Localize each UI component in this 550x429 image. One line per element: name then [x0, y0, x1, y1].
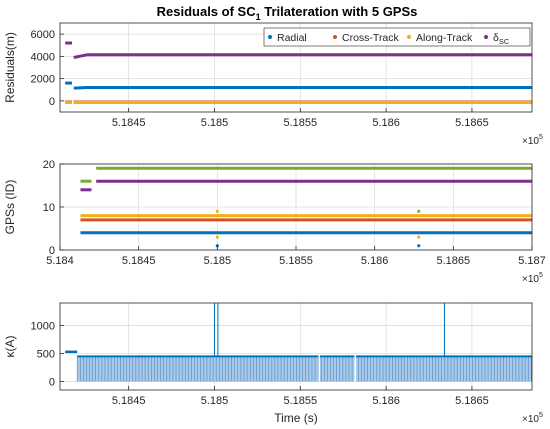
- legend-name: Radial: [277, 32, 307, 44]
- series-trace-0: [73, 86, 532, 90]
- outlier-point: [417, 244, 421, 248]
- y-tick-label: 0: [49, 377, 55, 389]
- x-exponent-power: 5: [539, 412, 543, 419]
- outlier-point: [215, 244, 219, 248]
- outlier-point: [417, 235, 421, 239]
- x-tick-label: 5.1855: [283, 117, 317, 129]
- x-tick-label: 5.185: [201, 395, 229, 407]
- y-axis-label: κ(A): [3, 336, 17, 358]
- title-subscript: 1: [256, 12, 261, 22]
- x-exponent-label: ×105: [522, 272, 543, 285]
- x-tick-label: 5.185: [204, 255, 232, 267]
- x-tick-label: 5.184: [46, 255, 74, 267]
- x-axis-label: Time (s): [274, 411, 318, 425]
- title-main: Residuals of SC: [157, 4, 257, 19]
- figure-title: Residuals of SC1 Trilateration with 5 GP…: [157, 4, 418, 22]
- gps-ids-panel: 5.184 5.1845 5.185 5.1855 5.186 5.1865 5.187 0 1…: [3, 159, 546, 285]
- x-tick-label: 5.185: [201, 117, 229, 129]
- kappa-panel: 5.1845 5.185 5.1855 5.186 5.1865 0 500 1000 ×105…: [3, 302, 543, 425]
- y-tick-label: 0: [49, 245, 55, 257]
- outlier-point: [215, 209, 219, 213]
- x-exponent-label: ×105: [522, 412, 543, 425]
- x-exponent-power: 5: [539, 134, 543, 141]
- x-exponent-power: 5: [539, 272, 543, 279]
- x-tick-label: 5.186: [361, 255, 389, 267]
- x-exponent-base: ×10: [522, 414, 539, 425]
- residuals-legend: Radial Cross-Track Along-Track δSC: [263, 27, 531, 47]
- outlier-point: [417, 209, 421, 213]
- legend-name: Along-Track: [416, 32, 473, 44]
- x-tick-label: 5.1865: [455, 395, 489, 407]
- legend-name-subscript: SC: [499, 37, 510, 46]
- x-tick-label: 5.1845: [112, 117, 146, 129]
- y-tick-label: 4000: [31, 51, 55, 63]
- y-tick-label: 500: [37, 349, 55, 361]
- x-tick-label: 5.1855: [279, 255, 313, 267]
- kappa-fill: [77, 356, 532, 382]
- y-tick-label: 10: [43, 202, 55, 214]
- legend-label-0: Radial: [277, 32, 307, 44]
- legend-name: δ: [493, 32, 499, 44]
- y-tick-label: 20: [43, 159, 55, 171]
- legend-marker-3: [484, 35, 488, 39]
- legend-marker-2: [407, 35, 411, 39]
- y-axis-label: GPSs (ID): [3, 180, 17, 235]
- x-exponent-base: ×10: [522, 274, 539, 285]
- y-tick-label: 2000: [31, 74, 55, 86]
- outlier-point: [215, 235, 219, 239]
- y-tick-label: 6000: [31, 29, 55, 41]
- title-rest: Trilateration with 5 GPSs: [261, 4, 418, 19]
- y-tick-label: 1000: [31, 320, 55, 332]
- x-tick-label: 5.186: [372, 117, 400, 129]
- legend-marker-0: [268, 35, 272, 39]
- x-tick-label: 5.187: [518, 255, 546, 267]
- axes-box: [59, 302, 533, 391]
- x-tick-label: 5.1865: [437, 255, 471, 267]
- x-exponent-base: ×10: [522, 136, 539, 147]
- legend-marker-1: [333, 35, 337, 39]
- x-exponent-label: ×105: [522, 134, 543, 147]
- x-tick-label: 5.1845: [122, 255, 156, 267]
- x-tick-label: 5.186: [372, 395, 400, 407]
- series-trace-3: [73, 53, 532, 59]
- legend-label-3: δSC: [493, 32, 510, 46]
- x-tick-label: 5.1855: [283, 395, 317, 407]
- legend-name: Cross-Track: [342, 32, 400, 44]
- legend-label-1: Cross-Track: [342, 32, 400, 44]
- x-tick-label: 5.1845: [112, 395, 146, 407]
- y-axis-label: Residuals(m): [3, 32, 17, 103]
- legend-label-2: Along-Track: [416, 32, 473, 44]
- y-tick-label: 0: [49, 96, 55, 108]
- x-tick-label: 5.1865: [455, 117, 489, 129]
- axes-box: [59, 22, 533, 113]
- legend-box: [263, 27, 531, 47]
